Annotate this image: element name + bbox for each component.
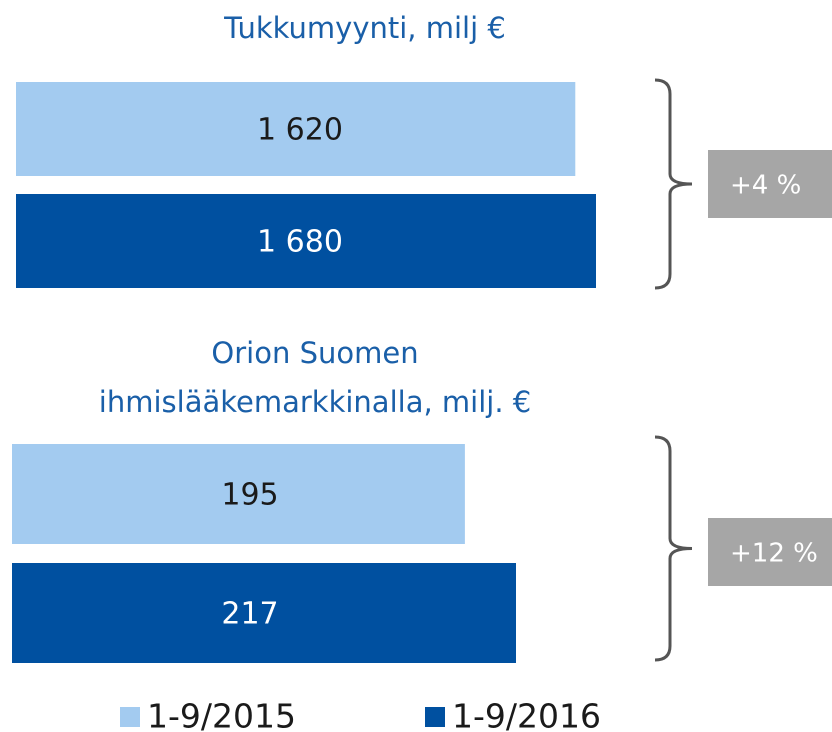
annotation-box [708, 150, 832, 218]
annotation: +4 % [730, 171, 801, 201]
chart-title: ihmislääkemarkkinalla, milj. € [99, 385, 531, 419]
bracket [654, 435, 693, 662]
bar [16, 194, 596, 288]
legend-label: 1-9/2015 [147, 697, 296, 732]
annotation-box [708, 518, 832, 586]
bar [16, 82, 576, 176]
annotation: +12 % [730, 539, 818, 569]
legend-swatch [120, 707, 140, 727]
chart-title: Tukkumyynti, milj € [223, 11, 506, 45]
value-label: 1 680 [257, 225, 343, 260]
value-label: 217 [221, 597, 278, 632]
legend-label: 1-9/2016 [452, 697, 601, 732]
bar [12, 444, 465, 544]
value-label: 195 [221, 478, 278, 513]
chart-title: Orion Suomen [211, 336, 418, 370]
value-label: 1 620 [257, 113, 343, 148]
bar [12, 563, 516, 663]
legend-swatch [425, 707, 445, 727]
bracket [654, 78, 693, 290]
